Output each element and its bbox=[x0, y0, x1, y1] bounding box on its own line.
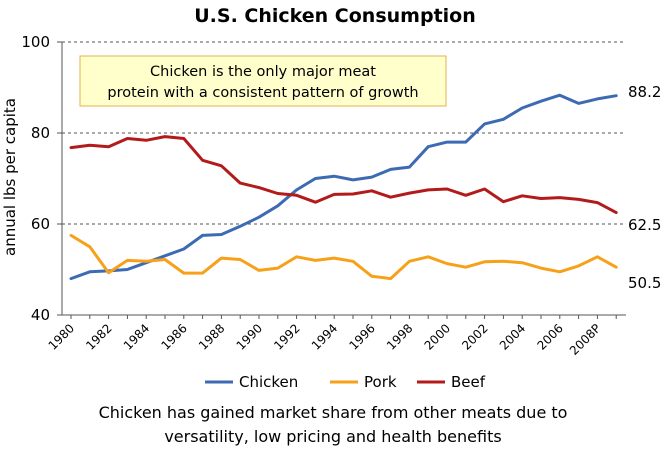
legend-label-chicken: Chicken bbox=[239, 373, 298, 391]
series-lines bbox=[69, 93, 618, 281]
y-axis-label: annual lbs per capita bbox=[1, 98, 19, 256]
x-tick-label: 1986 bbox=[158, 321, 189, 352]
legend-label-beef: Beef bbox=[451, 373, 486, 391]
x-tick-label: 1982 bbox=[83, 321, 114, 352]
x-tick-label: 1990 bbox=[234, 321, 265, 352]
x-tick-label: 2004 bbox=[497, 321, 528, 352]
x-tick-label: 2008P bbox=[567, 321, 604, 358]
end-label-chicken: 88.2 bbox=[628, 83, 661, 101]
x-tick-label: 2002 bbox=[459, 321, 490, 352]
x-tick-label: 2006 bbox=[534, 321, 565, 352]
x-tick-label: 1996 bbox=[346, 321, 377, 352]
x-axis: 1980 1982 1984 1986 1988 1990 1992 1994 1996 1998… bbox=[46, 314, 626, 358]
caption-line-1: Chicken has gained market share from oth… bbox=[99, 403, 568, 422]
callout-line-1: Chicken is the only major meat bbox=[150, 64, 376, 80]
series-line-chicken bbox=[69, 93, 618, 281]
end-label-beef: 62.5 bbox=[628, 216, 661, 234]
x-tick-label: 2000 bbox=[422, 321, 453, 352]
callout-line-2: protein with a consistent pattern of gro… bbox=[107, 85, 418, 101]
x-tick-label: 1984 bbox=[121, 321, 152, 352]
legend-label-pork: Pork bbox=[364, 373, 397, 391]
legend: Chicken Pork Beef bbox=[205, 373, 486, 391]
x-tick-label: 1998 bbox=[384, 321, 415, 352]
y-tick-label: 100 bbox=[21, 33, 50, 51]
gridlines bbox=[62, 41, 626, 225]
end-label-pork: 50.5 bbox=[628, 274, 661, 292]
y-axis: 40 60 80 100 bbox=[21, 33, 63, 324]
y-tick-label: 60 bbox=[31, 215, 50, 233]
y-tick-label: 40 bbox=[31, 306, 50, 324]
caption-line-2: versatility, low pricing and health bene… bbox=[164, 427, 501, 446]
series-line-beef bbox=[69, 135, 618, 215]
chart-title: U.S. Chicken Consumption bbox=[194, 5, 476, 27]
callout-box bbox=[79, 55, 447, 107]
x-tick-label: 1992 bbox=[271, 321, 302, 352]
y-tick-label: 80 bbox=[31, 124, 50, 142]
x-tick-label: 1994 bbox=[309, 321, 340, 352]
x-tick-label: 1988 bbox=[196, 321, 227, 352]
callout: Chicken is the only major meat protein w… bbox=[79, 55, 447, 107]
x-tick-label: 1980 bbox=[46, 321, 77, 352]
series-line-pork bbox=[69, 233, 618, 281]
